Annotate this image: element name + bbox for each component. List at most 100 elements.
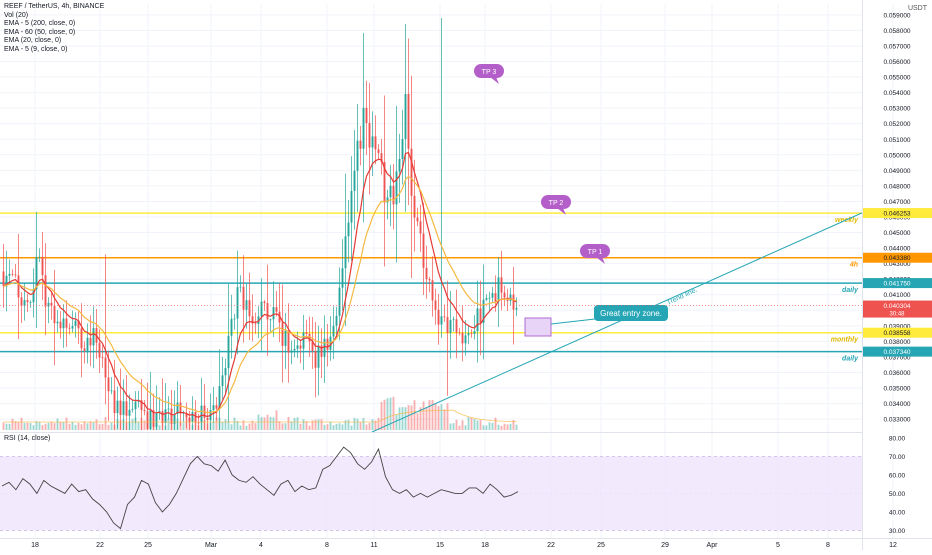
time-tick-label: Apr <box>707 542 719 549</box>
price-labels: 0.046253 0.043380 0.041750 0.038558 0.037340… <box>0 208 932 357</box>
candle-body <box>56 321 59 324</box>
candle-body <box>272 307 275 320</box>
rsi-band <box>0 456 862 531</box>
time-tick-label: 15 <box>436 542 444 549</box>
price-tick-label: 0.041000 <box>883 292 910 299</box>
candle-body <box>467 333 470 336</box>
volume-bar <box>482 425 485 430</box>
volume-bar <box>83 421 86 430</box>
level-name-monthly: monthly <box>831 337 859 344</box>
candle-body <box>92 328 95 346</box>
time-tick-label: 29 <box>661 542 669 549</box>
volume-bar <box>158 425 161 430</box>
time-axis[interactable]: 18 22 25 Mar 4 8 11 15 18 22 25 29 Apr 5 8 12 <box>31 542 897 549</box>
candle-body <box>179 402 182 414</box>
volume-bar <box>314 419 317 430</box>
level-price-tag <box>863 346 932 357</box>
volume-bar <box>383 399 386 430</box>
candle-body <box>146 411 149 429</box>
drawings[interactable]: Trend line.Great entry zone.TP 3TP 2TP 1 <box>371 64 863 433</box>
candle-body <box>263 301 266 304</box>
volume-bar <box>92 422 95 430</box>
volume-bar <box>389 397 392 430</box>
candle-body <box>416 217 419 222</box>
level-name-weekly: weekly <box>835 217 859 224</box>
candle-body <box>188 417 191 422</box>
level-price-tag-text: 0.037340 <box>883 349 910 356</box>
rsi-legend[interactable]: RSI (14, close) <box>4 435 51 442</box>
volume-bar <box>47 422 50 430</box>
volume-bar <box>272 417 275 430</box>
trend-line <box>371 212 863 433</box>
time-tick-label: 4 <box>259 542 263 549</box>
candle-body <box>374 136 377 150</box>
candle-body <box>71 325 74 329</box>
volume-bar <box>338 423 341 430</box>
candle-body <box>338 287 341 316</box>
price-tick-label: 0.056000 <box>883 59 910 66</box>
volume-bar <box>404 407 407 430</box>
candle-body <box>497 277 500 302</box>
volume-bar <box>56 418 59 430</box>
legend-indicator[interactable]: Vol (20) <box>4 11 29 19</box>
candle-body <box>176 402 179 415</box>
volume-bar <box>386 398 389 430</box>
volume-bar <box>236 420 239 430</box>
volume-bar <box>467 417 470 430</box>
candle-body <box>206 417 209 421</box>
candle-body <box>122 401 125 415</box>
candle-body <box>350 190 353 223</box>
candle-body <box>320 345 323 357</box>
candle-body <box>440 316 443 325</box>
volume-bar <box>470 417 473 430</box>
candle-body <box>290 350 293 353</box>
volume-bar <box>413 400 416 430</box>
volume-bar <box>437 406 440 430</box>
volume-bar <box>488 422 491 430</box>
volume-bar <box>317 419 320 430</box>
candle-body <box>68 327 71 329</box>
volume-bar <box>278 421 281 430</box>
volume-bar <box>212 422 215 430</box>
candle-body <box>200 405 203 423</box>
candle-body <box>128 409 131 416</box>
candle-body <box>278 311 281 323</box>
volume-bar <box>440 404 443 430</box>
volume-bar <box>17 421 20 430</box>
legend-indicator[interactable]: EMA (20, close, 0) <box>4 37 62 45</box>
time-tick-label: 8 <box>325 542 329 549</box>
candle-body <box>224 368 227 376</box>
candle-body <box>83 348 86 351</box>
volume-bar <box>434 403 437 430</box>
volume-ma-line <box>3 409 517 423</box>
candle-body <box>77 320 80 329</box>
legend-symbol[interactable]: REEF / TetherUS, 4h, BINANCE <box>4 3 105 10</box>
entry-callout-text: Great entry zone. <box>600 309 662 318</box>
legend-indicator[interactable]: EMA - 60 (50, close, 0) <box>4 28 76 36</box>
candle-body <box>299 345 302 349</box>
price-axis[interactable]: 0.059000 0.058000 0.057000 0.056000 0.055000… <box>883 12 910 423</box>
candle-body <box>35 256 38 290</box>
volume-bar <box>263 417 266 430</box>
volume-bar <box>473 419 476 430</box>
rsi-tick-label: 70.00 <box>889 454 906 461</box>
price-tick-label: 0.044000 <box>883 246 910 253</box>
candle-body <box>251 316 254 324</box>
level-price-tag-text: 0.041750 <box>883 281 910 288</box>
candle-body <box>515 307 518 310</box>
callout-connector <box>550 318 596 325</box>
time-tick-label: 12 <box>889 542 897 549</box>
volume-bar <box>65 417 68 430</box>
candle-body <box>149 410 152 429</box>
last-price-text: 0.040304 <box>883 303 910 310</box>
legend-indicator[interactable]: EMA - 5 (9, close, 0) <box>4 45 68 53</box>
volume-bar <box>515 424 518 430</box>
volume-bar <box>323 424 326 430</box>
volume-bar <box>293 417 296 430</box>
volume-bar <box>362 417 365 430</box>
volume-bar <box>59 421 62 430</box>
legend-indicator[interactable]: EMA - 5 (200, close, 0) <box>4 20 76 28</box>
volume-bar <box>182 422 185 430</box>
volume-bar <box>53 423 56 430</box>
